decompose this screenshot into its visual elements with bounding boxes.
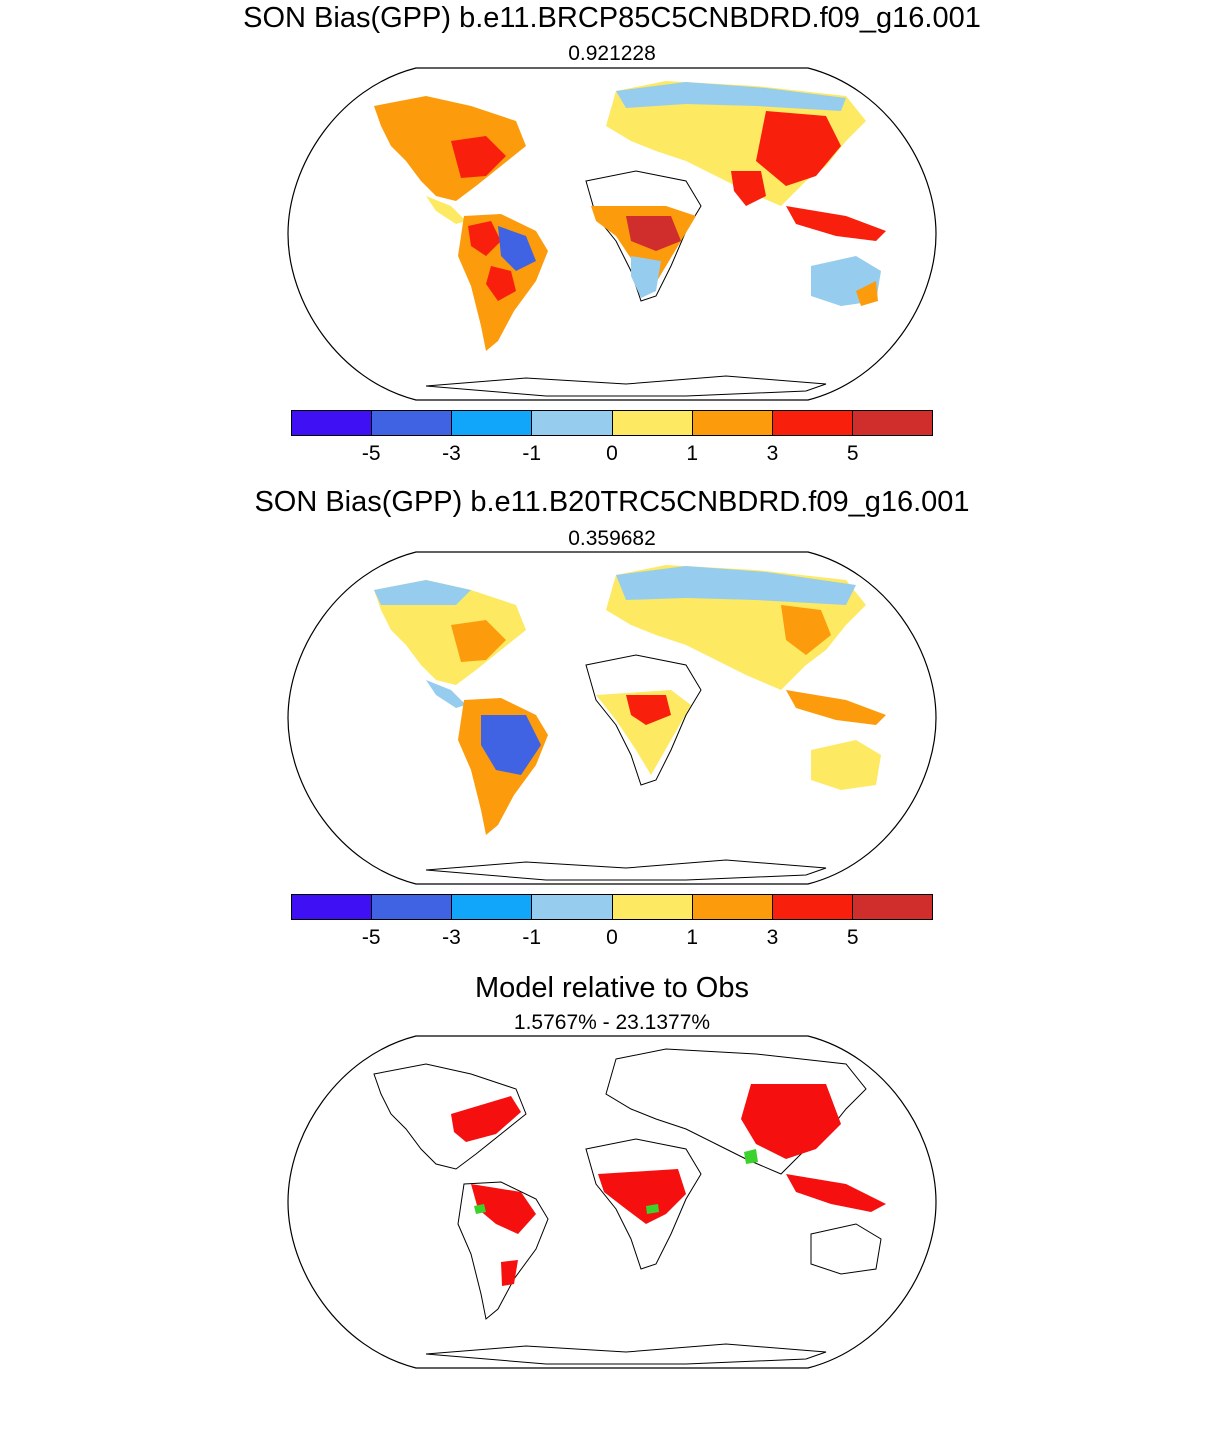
panel-2-map	[287, 551, 937, 885]
north-america	[374, 580, 526, 685]
colorbar-tick-label: 3	[766, 926, 779, 949]
australia-outline	[810, 1223, 882, 1275]
panel-3-subtitle: 1.5767% - 23.1377%	[513, 1011, 711, 1034]
australia-se	[856, 281, 878, 306]
relative-region-asia	[741, 1084, 841, 1159]
panel-3-map	[287, 1035, 937, 1369]
relative-region-south-brazil	[501, 1260, 518, 1286]
colorbar-box	[292, 411, 373, 435]
africa-south	[631, 256, 661, 298]
relative-region-low-africa	[646, 1204, 659, 1214]
antarctica	[425, 1343, 827, 1365]
panel-1-colorbar-labels: -5 -3 -1 0 1 3 5	[291, 442, 933, 468]
east-asia	[756, 111, 841, 186]
colorbar-box	[772, 411, 853, 435]
colorbar-tick-label: -3	[442, 442, 461, 465]
relative-region-amazon	[471, 1184, 536, 1234]
panel-1-title: SON Bias(GPP) b.e11.BRCP85C5CNBDRD.f09_g…	[243, 2, 981, 34]
antarctica	[425, 375, 827, 397]
colorbar-box	[852, 411, 932, 435]
colorbar-tick-label: -5	[361, 442, 381, 465]
colorbar-box	[532, 895, 613, 919]
relative-region-us	[451, 1096, 521, 1142]
colorbar-tick-label: 3	[766, 442, 779, 465]
relative-region-low-amazon	[474, 1204, 486, 1214]
africa-congo	[626, 216, 681, 251]
maritime-asia	[786, 206, 886, 241]
relative-region-low-india	[744, 1149, 758, 1164]
colorbar-box	[692, 411, 773, 435]
north-america-east	[451, 620, 506, 662]
colorbar-tick-label: 5	[846, 442, 859, 465]
colorbar-box	[612, 411, 693, 435]
colorbar-box	[612, 895, 693, 919]
colorbar-box	[532, 411, 613, 435]
eurasia-north	[616, 82, 846, 111]
relative-region-africa	[598, 1169, 686, 1224]
north-america-outline	[373, 1063, 527, 1170]
colorbar-tick-label: -1	[522, 442, 542, 465]
panel-2-subtitle: 0.359682	[568, 527, 656, 550]
colorbar-box	[852, 895, 932, 919]
panel-1-map	[287, 67, 937, 401]
central-america	[426, 680, 466, 708]
colorbar-tick-label: 0	[606, 442, 618, 465]
africa-congo	[626, 695, 671, 725]
colorbar-tick-label: 5	[846, 926, 859, 949]
colorbar-box	[372, 895, 453, 919]
colorbar-tick-label: -1	[522, 926, 542, 949]
panel-2-colorbar	[291, 894, 933, 920]
colorbar-box	[292, 895, 373, 919]
colorbar-box	[772, 895, 853, 919]
maritime-asia	[786, 690, 886, 725]
india	[731, 171, 766, 206]
australia	[811, 740, 881, 790]
panel-2-title: SON Bias(GPP) b.e11.B20TRC5CNBDRD.f09_g1…	[254, 486, 970, 518]
panel-3-title: Model relative to Obs	[474, 972, 749, 1004]
colorbar-tick-label: -3	[442, 926, 461, 949]
south-america-east	[498, 226, 536, 271]
colorbar-box	[692, 895, 773, 919]
eurasia-north	[616, 566, 856, 605]
colorbar-tick-label: 1	[686, 442, 699, 465]
colorbar-tick-label: -5	[361, 926, 381, 949]
panel-1-subtitle: 0.921228	[568, 42, 656, 65]
south-america-amazon	[481, 715, 541, 775]
north-america-north	[374, 580, 471, 605]
panel-1-colorbar	[291, 410, 933, 436]
south-america-south	[486, 266, 516, 301]
south-america-north	[468, 221, 501, 256]
colorbar-tick-label: 0	[606, 926, 618, 949]
relative-region-maritime	[786, 1174, 886, 1212]
colorbar-box	[452, 895, 533, 919]
north-america-hotspot	[451, 136, 506, 178]
east-asia	[781, 605, 831, 655]
colorbar-box	[452, 411, 533, 435]
antarctica	[425, 859, 827, 881]
colorbar-tick-label: 1	[686, 926, 699, 949]
panel-2-colorbar-labels: -5 -3 -1 0 1 3 5	[291, 926, 933, 952]
colorbar-box	[372, 411, 453, 435]
north-america	[374, 96, 526, 201]
central-america	[426, 196, 466, 224]
